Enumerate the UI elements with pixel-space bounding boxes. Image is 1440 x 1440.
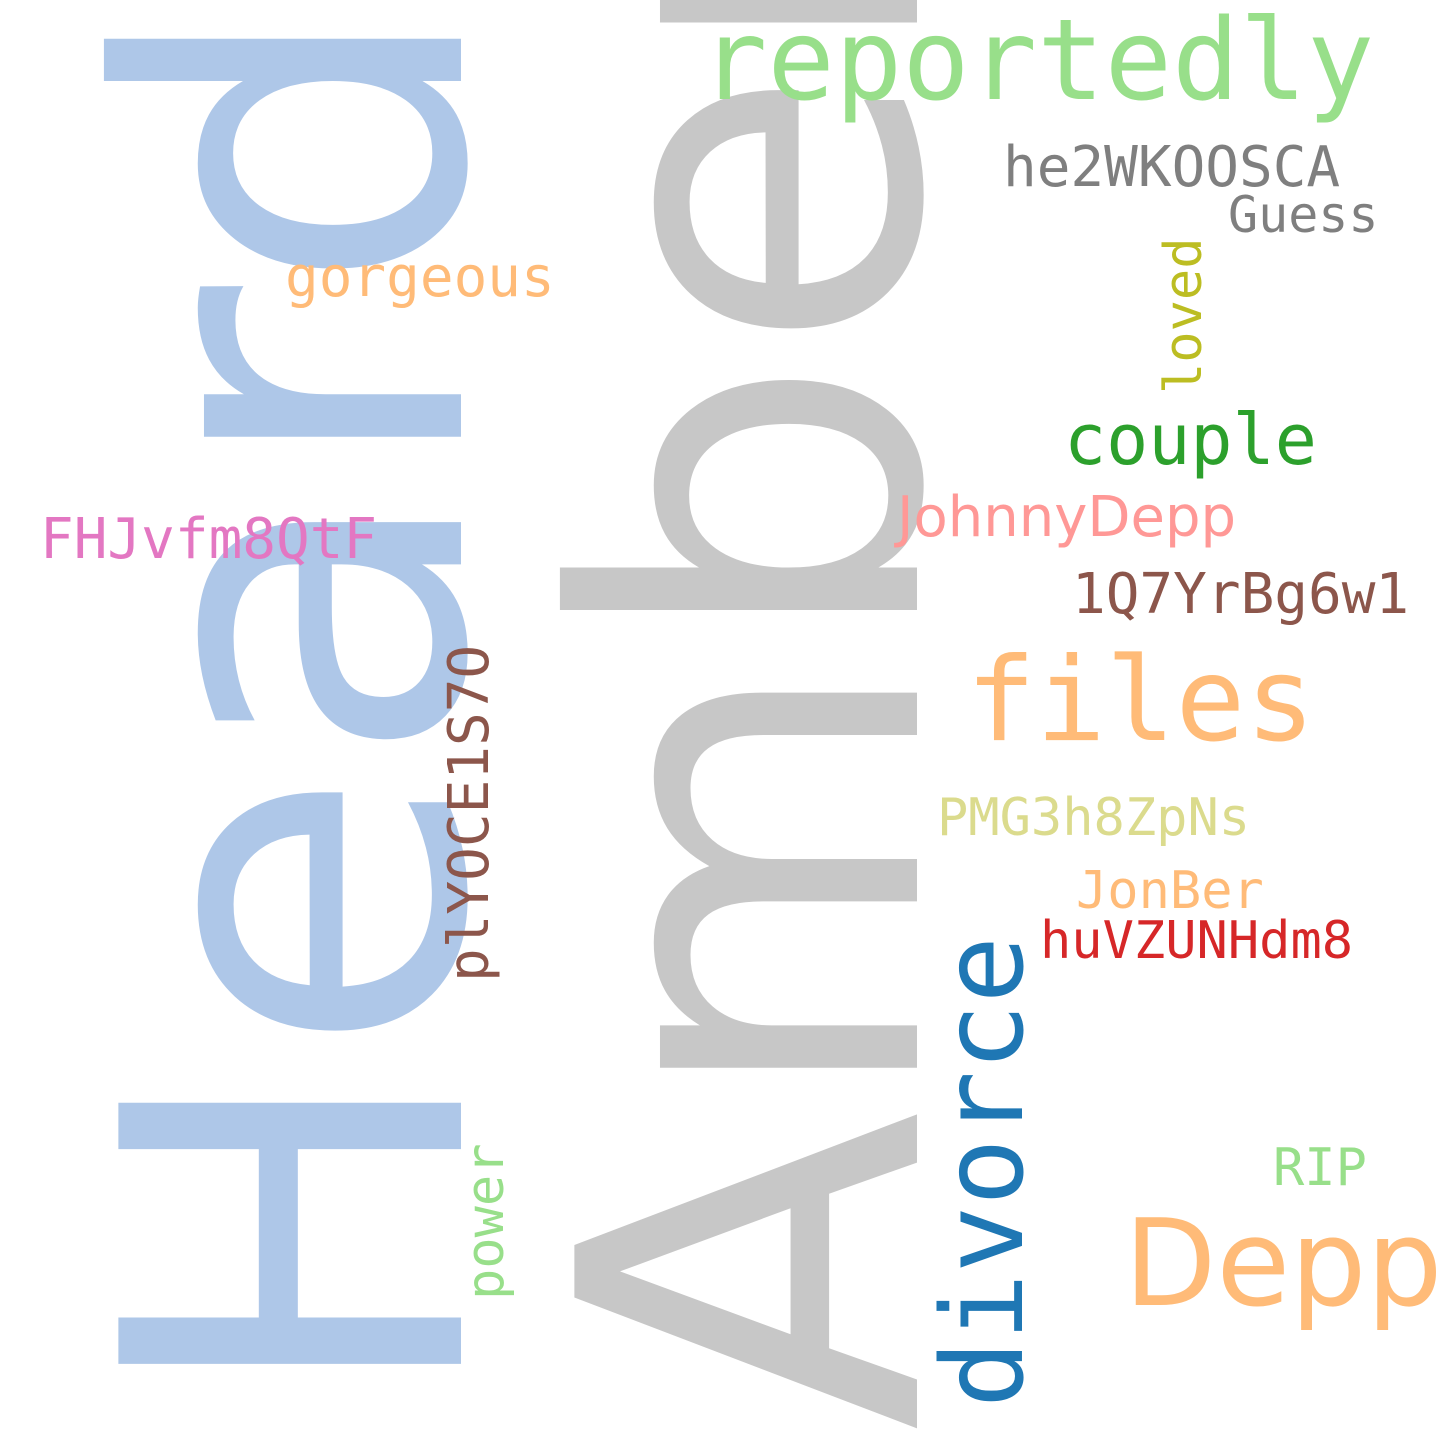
word-fhjvfm8qtf: FHJvfm8QtF bbox=[40, 507, 378, 572]
word-he2wkoosca: he2WKOOSCA bbox=[1003, 135, 1341, 200]
word-loved: loved bbox=[1154, 237, 1214, 394]
word-divorce: divorce bbox=[919, 935, 1049, 1408]
word-1q7yrbg6w1: 1Q7YrBg6w1 bbox=[1072, 562, 1410, 627]
word-plyoce1s7o: plYOCE1S7O bbox=[437, 644, 502, 982]
word-huvzunhdm8: huVZUNHdm8 bbox=[1040, 911, 1354, 971]
word-depp: Depp bbox=[1124, 1195, 1440, 1334]
word-power: power bbox=[456, 1143, 516, 1300]
word-files: files bbox=[966, 633, 1316, 768]
word-couple: couple bbox=[1064, 399, 1317, 481]
word-jonber: JonBer bbox=[1076, 861, 1264, 921]
word-pmg3h8zpns: PMG3h8ZpNs bbox=[937, 788, 1251, 848]
word-gorgeous: gorgeous bbox=[285, 245, 555, 310]
word-rip: RIP bbox=[1273, 1138, 1367, 1198]
word-guess: Guess bbox=[1228, 186, 1379, 244]
word-reportedly: reportedly bbox=[700, 0, 1375, 126]
word-johnnydepp: JohnnyDepp bbox=[897, 485, 1237, 550]
